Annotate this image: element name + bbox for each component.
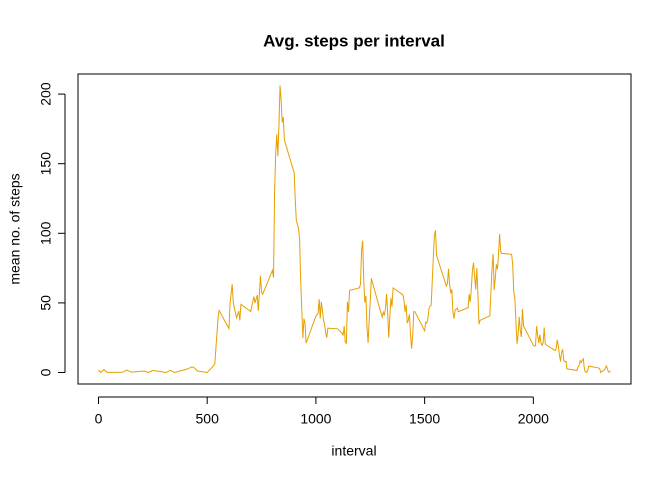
x-axis-label: interval xyxy=(331,443,376,459)
y-tick-label: 50 xyxy=(38,295,54,311)
y-axis-label: mean no. of steps xyxy=(7,173,23,284)
x-tick-label: 1000 xyxy=(300,411,331,427)
plot-box xyxy=(77,73,632,385)
y-tick-label: 0 xyxy=(38,368,54,376)
y-tick-label: 150 xyxy=(38,152,54,176)
data-line xyxy=(98,85,611,374)
x-tick-label: 2000 xyxy=(518,411,549,427)
x-tick-label: 500 xyxy=(196,411,220,427)
y-tick-label: 100 xyxy=(38,221,54,245)
y-tick-label: 200 xyxy=(38,82,54,106)
chart-title: Avg. steps per interval xyxy=(263,31,445,50)
x-tick-label: 0 xyxy=(95,411,103,427)
x-tick-label: 1500 xyxy=(409,411,440,427)
